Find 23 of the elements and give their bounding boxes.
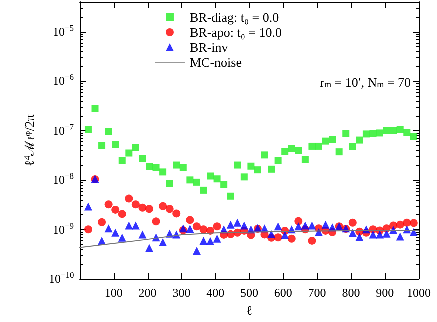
y-tick-label: 10$^{−10}$ <box>49 270 74 286</box>
x-tick-label: 700 <box>308 286 326 300</box>
legend-label: BR-diag: t₀ = 0.0 <box>190 10 280 25</box>
x-axis-title: ℓ <box>246 303 253 318</box>
x-tick-label: 800 <box>342 286 360 300</box>
x-tick-label: 1000 <box>407 286 431 300</box>
annotation: rm = 10′, Nm = 70 <box>320 75 412 90</box>
legend-label: BR-inv <box>190 40 229 55</box>
x-tick-label: 900 <box>376 286 394 300</box>
x-tick-label: 200 <box>138 286 157 300</box>
x-tick-label: 500 <box>240 286 258 300</box>
x-tick-label: 300 <box>172 286 191 300</box>
x-tick-label: 400 <box>206 286 225 300</box>
y-axis-title: ℓ4ℳℓφ/2π <box>22 114 37 167</box>
y-tick-label: 10$^{−7}$ <box>53 122 74 138</box>
x-tick-label: 600 <box>274 286 292 300</box>
y-tick-label: 10$^{−5}$ <box>53 22 74 39</box>
x-tick-label: 100 <box>104 286 123 300</box>
legend-label: MC-noise <box>190 55 242 70</box>
y-tick-label: 10$^{−6}$ <box>53 72 74 88</box>
y-tick-label: 10$^{−8}$ <box>53 171 74 188</box>
y-tick-label: 10$^{−9}$ <box>53 220 74 237</box>
legend-label: BR-apo: t₀ = 10.0 <box>190 25 282 40</box>
